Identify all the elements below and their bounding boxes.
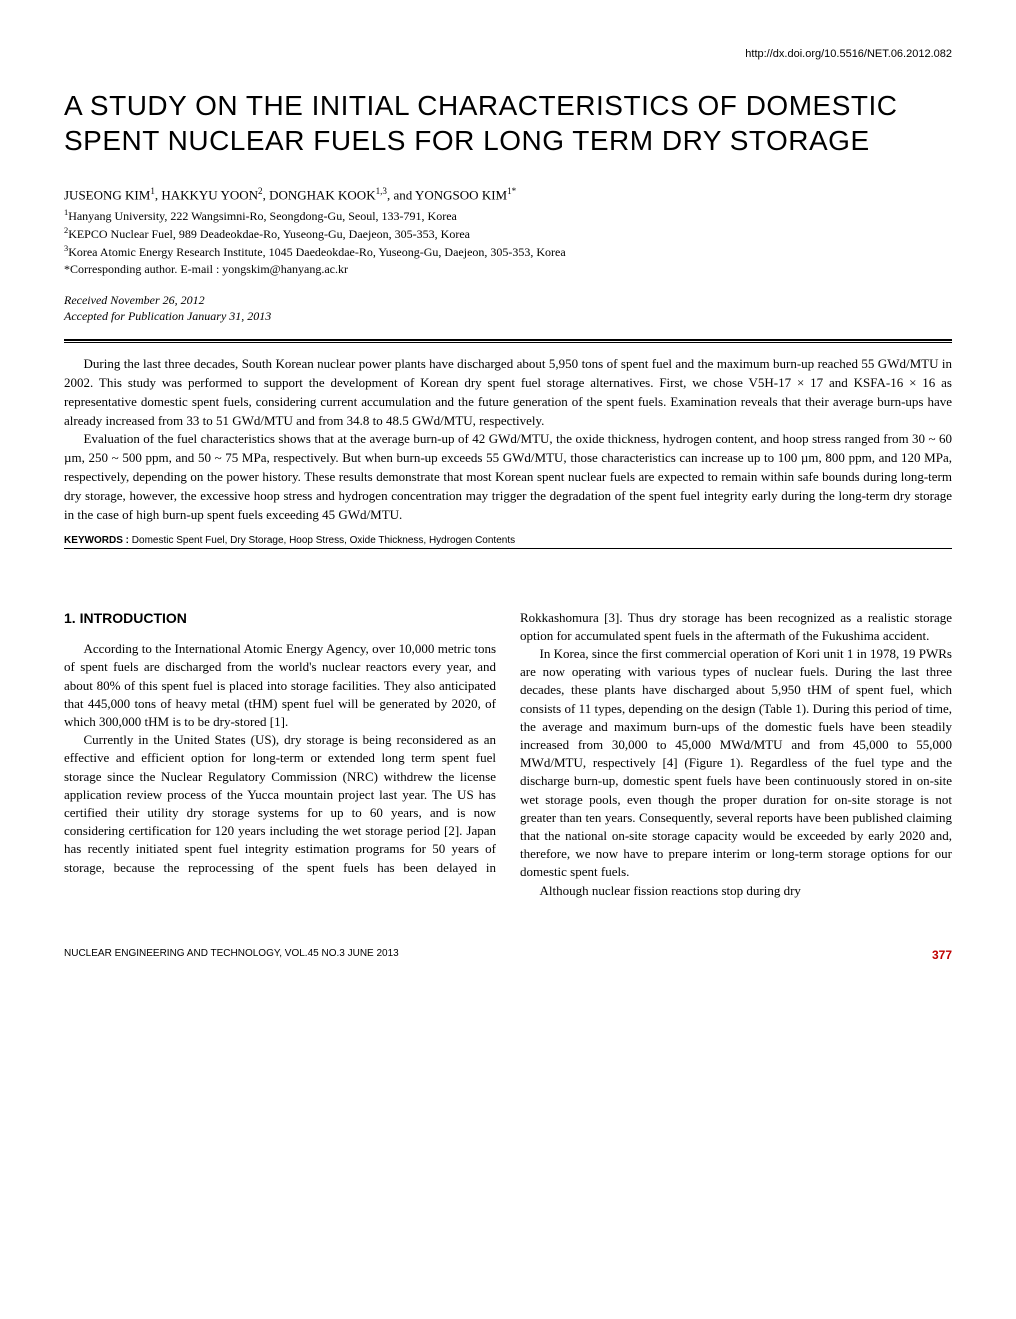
keywords-label: KEYWORDS : [64, 535, 129, 546]
body-paragraph: Although nuclear fission reactions stop … [520, 882, 952, 900]
affiliation-1: 1Hanyang University, 222 Wangsimni-Ro, S… [64, 207, 952, 225]
footer-journal: NUCLEAR ENGINEERING AND TECHNOLOGY, VOL.… [64, 948, 399, 962]
footer: NUCLEAR ENGINEERING AND TECHNOLOGY, VOL.… [64, 948, 952, 962]
rule-top-thick [64, 339, 952, 341]
received-date: Received November 26, 2012 [64, 292, 952, 309]
footer-page-number: 377 [932, 948, 952, 962]
keywords-text: Domestic Spent Fuel, Dry Storage, Hoop S… [132, 535, 515, 546]
abstract-paragraph: Evaluation of the fuel characteristics s… [64, 430, 952, 524]
abstract: During the last three decades, South Kor… [64, 355, 952, 525]
body-paragraph: According to the International Atomic En… [64, 640, 496, 731]
keywords: KEYWORDS : Domestic Spent Fuel, Dry Stor… [64, 535, 952, 546]
page-title: A STUDY ON THE INITIAL CHARACTERISTICS O… [64, 88, 952, 158]
rule-top-thin [64, 342, 952, 343]
affiliation-2: 2KEPCO Nuclear Fuel, 989 Deadeokdae-Ro, … [64, 225, 952, 243]
rule-after-abstract [64, 548, 952, 549]
body-paragraph: In Korea, since the first commercial ope… [520, 645, 952, 881]
section-heading-introduction: 1. INTRODUCTION [64, 609, 496, 629]
abstract-paragraph: During the last three decades, South Kor… [64, 355, 952, 430]
doi-link: http://dx.doi.org/10.5516/NET.06.2012.08… [64, 48, 952, 60]
affiliation-3: 3Korea Atomic Energy Research Institute,… [64, 243, 952, 261]
author-list: JUSEONG KIM1, HAKKYU YOON2, DONGHAK KOOK… [64, 186, 952, 203]
corresponding-author: *Corresponding author. E-mail : yongskim… [64, 261, 952, 278]
accepted-date: Accepted for Publication January 31, 201… [64, 308, 952, 325]
